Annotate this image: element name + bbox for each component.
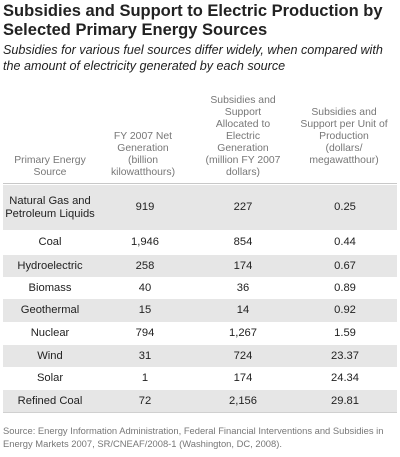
- cell-subsidies-per-unit: 24.34: [331, 372, 359, 384]
- cell-subsidies-per-unit: 0.25: [334, 201, 356, 213]
- table-row: Biomass 40 36 0.89: [3, 277, 397, 299]
- cell-source: Refined Coal: [17, 394, 83, 407]
- cell-net-generation: 258: [135, 259, 155, 272]
- cell-net-generation: 919: [135, 201, 155, 213]
- cell-net-generation: 1: [141, 372, 149, 384]
- cell-subsidies-per-unit: 0.44: [334, 236, 356, 248]
- cell-source: Coal: [38, 236, 62, 248]
- table-row: Nuclear 794 1,267 1.59: [3, 322, 397, 345]
- cell-net-generation: 794: [135, 327, 155, 339]
- cell-subsidies-per-unit: 0.89: [334, 281, 356, 294]
- cell-subsidies-allocated: 724: [233, 349, 253, 362]
- column-header-net-generation: FY 2007 Net Generation (billion kilowatt…: [110, 131, 176, 178]
- cell-source: Natural Gas and Petroleum Liquids: [5, 194, 95, 220]
- table-row: Hydroelectric 258 174 0.67: [3, 255, 397, 277]
- cell-source: Solar: [36, 372, 64, 384]
- column-header-subsidies-allocated: Subsidies and Support Allocated to Elect…: [205, 95, 281, 178]
- table-row: Solar 1 174 24.34: [3, 367, 397, 390]
- table-row: Natural Gas and Petroleum Liquids 919 227 0…: [3, 185, 397, 230]
- table-row: Refined Coal 72 2,156 29.81: [3, 390, 397, 412]
- cell-subsidies-per-unit: 1.59: [334, 327, 356, 339]
- table-row: Wind 31 724 23.37: [3, 345, 397, 367]
- source-note: Source: Energy Information Administratio…: [3, 425, 384, 449]
- table-row: Coal 1,946 854 0.44: [3, 230, 397, 255]
- cell-source: Nuclear: [30, 327, 70, 339]
- row-divider: [3, 412, 397, 413]
- cell-subsidies-per-unit: 0.92: [334, 304, 356, 316]
- header-divider: [3, 183, 397, 184]
- cell-subsidies-allocated: 36: [236, 281, 250, 294]
- chart-title: Subsidies and Support to Electric Produc…: [3, 2, 383, 39]
- cell-subsidies-per-unit: 29.81: [331, 394, 359, 407]
- cell-subsidies-per-unit: 0.67: [334, 259, 356, 272]
- cell-subsidies-allocated: 854: [233, 236, 253, 248]
- table-row: Geothermal 15 14 0.92: [3, 299, 397, 322]
- cell-source: Geothermal: [20, 304, 80, 316]
- cell-net-generation: 31: [138, 349, 152, 362]
- cell-net-generation: 72: [138, 394, 152, 407]
- cell-net-generation: 15: [138, 304, 152, 316]
- column-header-source: Primary Energy Source: [14, 155, 86, 178]
- cell-subsidies-per-unit: 23.37: [331, 349, 359, 362]
- cell-source: Biomass: [28, 281, 72, 294]
- cell-subsidies-allocated: 174: [233, 259, 253, 272]
- cell-source: Hydroelectric: [17, 259, 83, 272]
- cell-net-generation: 40: [138, 281, 152, 294]
- cell-net-generation: 1,946: [131, 236, 159, 248]
- cell-subsidies-allocated: 1,267: [229, 327, 257, 339]
- cell-subsidies-allocated: 227: [233, 201, 253, 213]
- chart-subtitle: Subsidies for various fuel sources diffe…: [3, 43, 383, 73]
- column-header-subsidies-per-unit: Subsidies and Support per Unit of Produc…: [300, 107, 388, 166]
- cell-subsidies-allocated: 174: [233, 372, 253, 384]
- cell-subsidies-allocated: 14: [236, 304, 250, 316]
- cell-subsidies-allocated: 2,156: [229, 394, 257, 407]
- cell-source: Wind: [37, 349, 63, 362]
